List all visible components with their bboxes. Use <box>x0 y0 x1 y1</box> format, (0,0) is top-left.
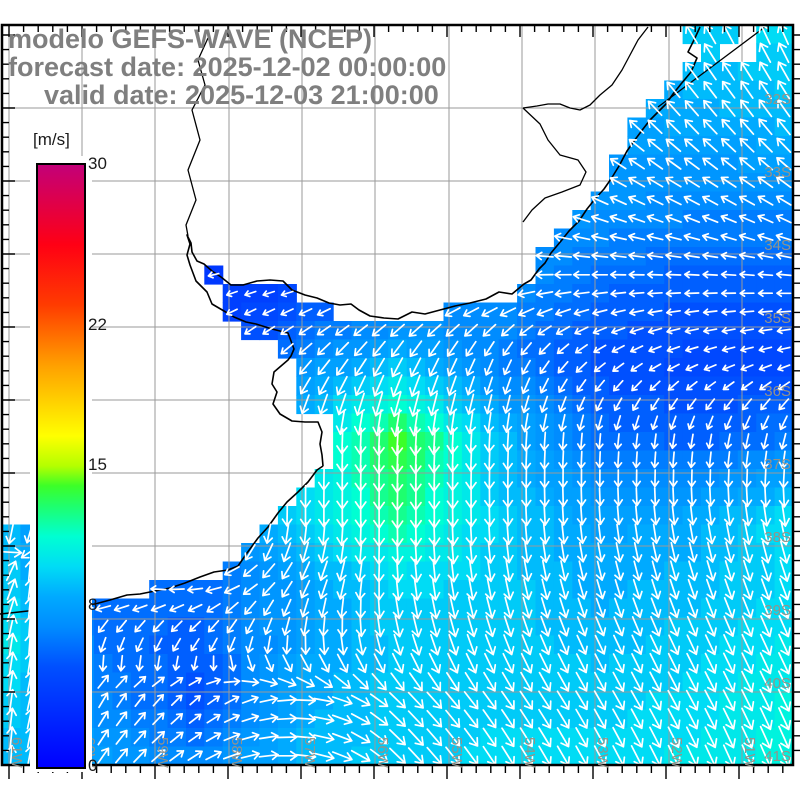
wave-cells-layer <box>2 25 794 766</box>
lon-label: 61W <box>8 737 25 769</box>
lat-label: 36S <box>764 383 791 400</box>
coastline <box>0 26 701 615</box>
colorbar-tick-label: 0 <box>88 756 98 775</box>
colorbar-tick-label: 8 <box>88 595 98 615</box>
border-north <box>522 26 649 111</box>
colorbar-tick-label: 15 <box>88 455 107 474</box>
axis-ticks <box>2 25 800 779</box>
wind-arrows-layer <box>0 23 792 768</box>
lagoon-outline <box>522 107 587 223</box>
river-parana <box>185 37 209 237</box>
valid-date: valid date: 2025-12-03 21:00:00 <box>44 80 439 110</box>
lat-label: 32S <box>764 91 791 108</box>
colorbar-tick-label: 22 <box>88 314 107 334</box>
lon-label: 55W <box>448 737 465 769</box>
longitude-labels: 61W60W59W58W57W56W55W54W53W52W51W <box>8 737 758 769</box>
lon-label: 51W <box>741 737 758 769</box>
lon-label: 52W <box>668 737 685 769</box>
lat-label: 41S <box>764 748 791 765</box>
lat-label: 35S <box>764 310 791 327</box>
lat-label: 34S <box>764 237 791 254</box>
map-frame <box>0 23 795 767</box>
lon-label: 59W <box>154 737 171 769</box>
lon-label: 53W <box>594 737 611 769</box>
colorbar-tick-label: 30 <box>88 154 107 173</box>
lat-label: 33S <box>764 164 791 181</box>
lon-label: 57W <box>301 737 318 769</box>
lon-label: 54W <box>521 737 538 769</box>
forecast-date: forecast date: 2025-12-02 00:00:00 <box>8 52 447 82</box>
latitude-labels: 32S 33S 34S 35S 36S 37S 38S 39S 40S 41S <box>764 91 791 765</box>
lon-label: 58W <box>228 737 245 769</box>
colorbar-unit-label: [m/s] <box>33 130 70 149</box>
model-title: modelo GEFS-WAVE (NCEP) <box>8 24 373 54</box>
lat-label: 38S <box>764 529 791 546</box>
colorbar <box>36 163 86 769</box>
lat-label: 40S <box>764 675 791 692</box>
lon-label: 56W <box>374 737 391 769</box>
lat-label: 39S <box>764 602 791 619</box>
lat-label: 37S <box>764 456 791 473</box>
